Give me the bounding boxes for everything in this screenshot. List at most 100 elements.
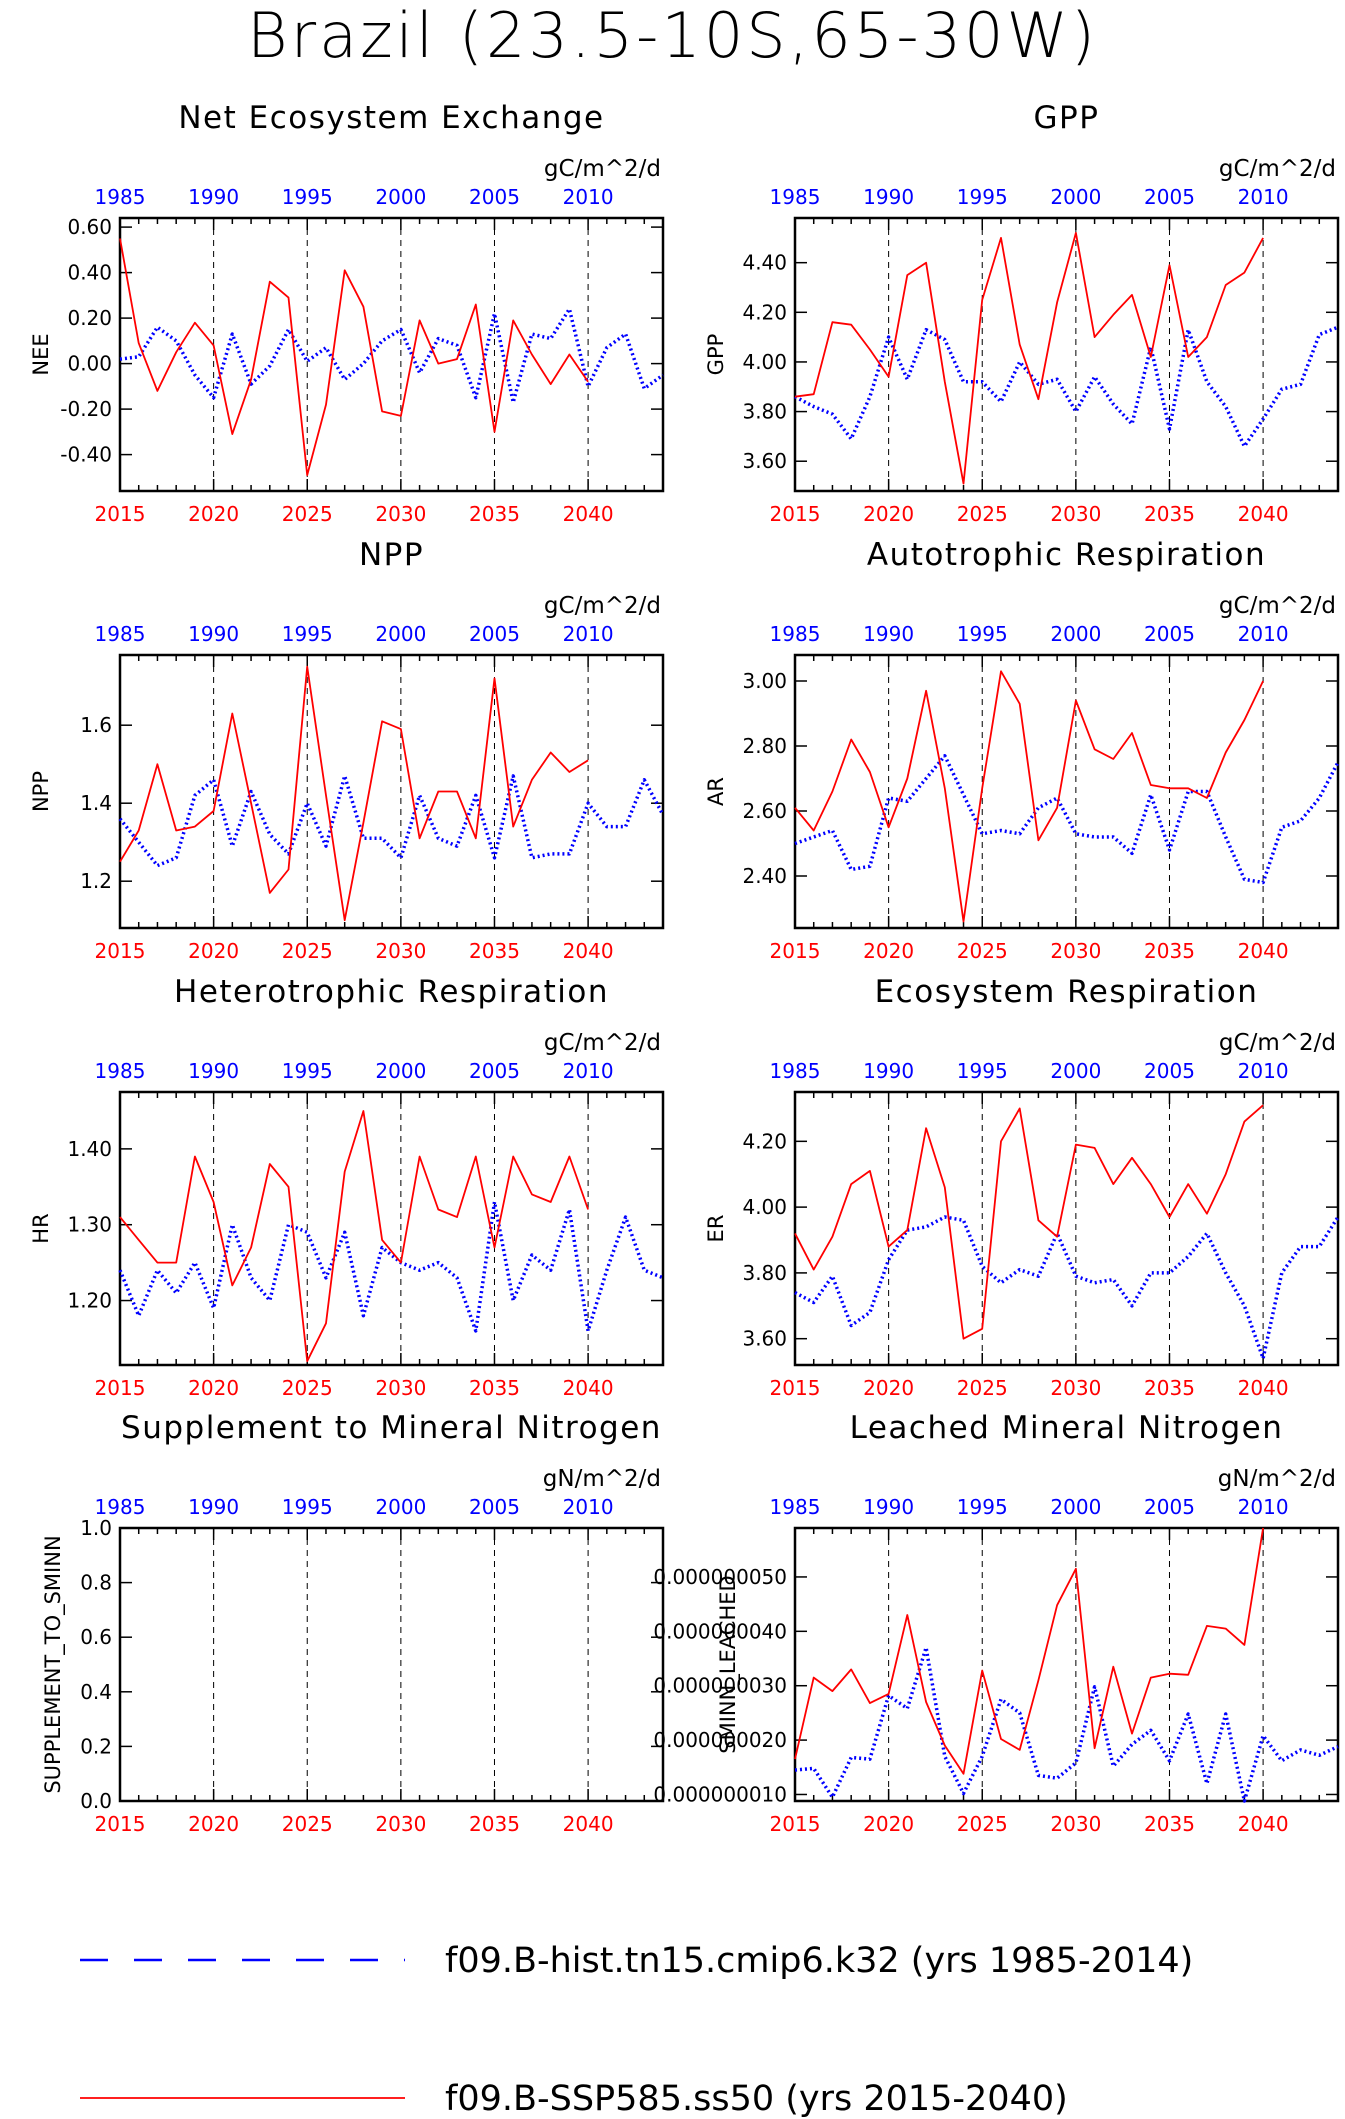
top-year-label: 1985: [95, 1059, 146, 1083]
bottom-year-label: 2020: [188, 939, 239, 963]
top-year-label: 1990: [863, 622, 914, 646]
top-year-label: 1995: [282, 1059, 333, 1083]
bottom-year-label: 2035: [1144, 939, 1195, 963]
bottom-year-label: 2035: [1144, 502, 1195, 526]
top-year-label: 1995: [282, 1495, 333, 1519]
bottom-year-label: 2040: [563, 1376, 614, 1400]
series-line-hist: [118, 774, 665, 868]
top-year-label: 1985: [770, 1059, 821, 1083]
bottom-year-label: 2015: [770, 502, 821, 526]
bottom-year-label: 2025: [957, 502, 1008, 526]
bottom-year-label: 2030: [1050, 502, 1101, 526]
y-tick-label: 0.8: [80, 1571, 112, 1595]
top-year-label: 2010: [563, 622, 614, 646]
top-year-label: 1995: [282, 185, 333, 209]
series-line-ssp: [119, 238, 589, 477]
bottom-year-label: 2020: [863, 1812, 914, 1836]
top-year-label: 2010: [1238, 1059, 1289, 1083]
units-label: gC/m^2/d: [1219, 593, 1336, 619]
legend-hist-label: f09.B-hist.tn15.cmip6.k32 (yrs 1985-2014…: [445, 1941, 1193, 1981]
y-axis-title: NPP: [29, 771, 53, 812]
bottom-year-label: 2035: [469, 939, 520, 963]
y-tick-label: 0.4: [80, 1680, 112, 1704]
top-year-label: 1985: [770, 1495, 821, 1519]
top-year-label: 1995: [282, 622, 333, 646]
top-year-label: 2000: [375, 1059, 426, 1083]
y-tick-label: 0.60: [67, 215, 112, 239]
panel-title: NPP: [359, 537, 424, 573]
y-axis-title: SMINN_LEACHED: [716, 1575, 741, 1753]
series-line-hist: [119, 307, 665, 405]
bottom-year-label: 2020: [863, 939, 914, 963]
y-tick-label: 0.000000010: [653, 1782, 787, 1806]
top-year-label: 2000: [1050, 185, 1101, 209]
top-year-label: 1985: [95, 1495, 146, 1519]
units-label: gN/m^2/d: [543, 1466, 661, 1492]
bottom-year-label: 2015: [95, 939, 146, 963]
y-tick-label: 0.6: [80, 1625, 112, 1649]
y-tick-label: 0.20: [67, 306, 112, 330]
top-year-label: 2010: [1238, 185, 1289, 209]
bottom-year-label: 2015: [770, 1812, 821, 1836]
bottom-year-label: 2025: [957, 1812, 1008, 1836]
y-tick-label: 3.80: [742, 1261, 787, 1285]
y-tick-label: 4.20: [742, 300, 787, 324]
top-year-label: 2000: [375, 1495, 426, 1519]
bottom-year-label: 2040: [1238, 939, 1289, 963]
bottom-year-label: 2030: [375, 1812, 426, 1836]
bottom-year-label: 2040: [1238, 1812, 1289, 1836]
y-tick-label: -0.20: [60, 397, 112, 421]
units-label: gC/m^2/d: [1219, 1030, 1336, 1056]
bottom-year-label: 2040: [563, 502, 614, 526]
bottom-year-label: 2025: [282, 939, 333, 963]
y-tick-label: 1.2: [80, 869, 112, 893]
top-year-label: 2010: [1238, 622, 1289, 646]
series-line-ssp: [794, 1527, 1264, 1775]
page-title: Brazil (23.5-10S,65-30W): [247, 0, 1098, 72]
series-line-ssp: [119, 665, 589, 922]
plot-frame: [793, 653, 1340, 930]
top-year-label: 2005: [469, 1495, 520, 1519]
y-tick-label: 0.000000050: [653, 1565, 787, 1589]
bottom-year-label: 2020: [188, 1812, 239, 1836]
y-tick-label: 0.000000040: [653, 1619, 787, 1643]
y-tick-label: 3.60: [742, 1327, 787, 1351]
units-label: gC/m^2/d: [1219, 156, 1336, 182]
top-year-label: 1990: [188, 1495, 239, 1519]
chart-panels: Net Ecosystem Exchange gC/m^2/d 2015 2020 20…: [29, 100, 1340, 1836]
legend: f09.B-hist.tn15.cmip6.k32 (yrs 1985-2014…: [80, 1941, 1193, 2119]
top-year-label: 1990: [188, 622, 239, 646]
y-tick-label: 4.20: [742, 1129, 787, 1153]
top-year-label: 1990: [188, 185, 239, 209]
bottom-year-label: 2035: [469, 1812, 520, 1836]
bottom-year-label: 2035: [469, 1376, 520, 1400]
legend-ssp-label: f09.B-SSP585.ss50 (yrs 2015-2040): [445, 2079, 1068, 2119]
plot-frame: [118, 1090, 665, 1367]
bottom-year-label: 2015: [770, 939, 821, 963]
top-year-label: 1985: [95, 622, 146, 646]
series-line-ssp: [794, 1104, 1264, 1340]
top-year-label: 1995: [957, 1495, 1008, 1519]
y-axis-title: NEE: [29, 333, 53, 375]
top-year-label: 2010: [563, 1059, 614, 1083]
series-line-hist: [794, 1215, 1340, 1361]
top-year-label: 2005: [469, 185, 520, 209]
y-tick-label: 0.00: [67, 352, 112, 376]
top-year-label: 1985: [770, 622, 821, 646]
plot-frame: [118, 1526, 665, 1803]
top-year-label: 2000: [375, 622, 426, 646]
top-year-label: 2000: [1050, 622, 1101, 646]
top-year-label: 2010: [563, 185, 614, 209]
top-year-label: 1995: [957, 1059, 1008, 1083]
top-year-label: 2005: [1144, 185, 1195, 209]
bottom-year-label: 2025: [957, 939, 1008, 963]
y-tick-label: 2.60: [742, 799, 787, 823]
bottom-year-label: 2020: [188, 502, 239, 526]
bottom-year-label: 2025: [282, 1812, 333, 1836]
y-tick-label: 1.0: [80, 1516, 112, 1540]
top-year-label: 2005: [1144, 1059, 1195, 1083]
y-tick-label: 1.20: [67, 1289, 112, 1313]
bottom-year-label: 2040: [1238, 1376, 1289, 1400]
y-tick-label: 3.60: [742, 449, 787, 473]
y-tick-label: 2.40: [742, 864, 787, 888]
